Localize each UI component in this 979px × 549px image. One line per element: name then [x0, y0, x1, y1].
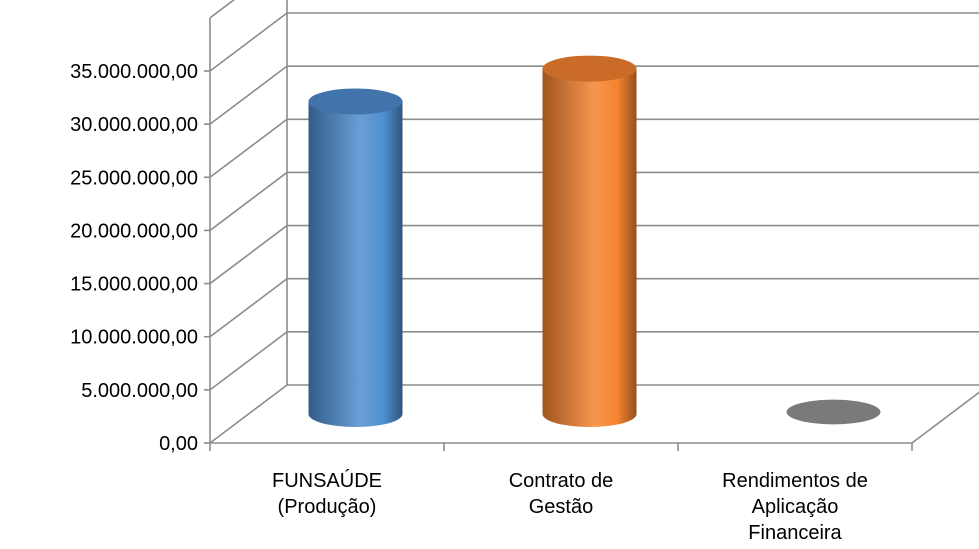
gridline-diagonal [209, 171, 288, 232]
x-category-label: FUNSAÚDE (Produção) [272, 469, 382, 518]
gridline-diagonal [209, 331, 288, 391]
bar-top [542, 55, 637, 82]
x-category-label: Contrato de Gestão [509, 470, 614, 518]
bars [308, 55, 881, 428]
y-tick-label: 15.000.000,00 [70, 274, 198, 296]
axes [204, 17, 913, 451]
y-tick-label: 30.000.000,00 [70, 114, 198, 136]
x-category-label: Rendimentos de Aplicação Financeira [722, 470, 868, 544]
bar-top [308, 88, 403, 115]
y-axis-tick-labels: 0,00 5.000.000,00 10.000.000,00 15.000.000,… [70, 61, 198, 455]
gridline-diagonal [209, 278, 288, 338]
bar-body [542, 68, 637, 428]
bar [786, 399, 881, 425]
bar [542, 55, 637, 428]
bar-body [308, 101, 403, 428]
y-tick-label: 0,00 [159, 433, 198, 455]
bar [308, 88, 403, 428]
gridline-diagonal [209, 0, 236, 19]
y-tick-label: 20.000.000,00 [70, 220, 198, 242]
y-tick-label: 35.000.000,00 [70, 61, 198, 83]
y-tick-label: 5.000.000,00 [81, 380, 198, 402]
gridline-diagonal [209, 118, 288, 178]
bar-top [786, 399, 881, 425]
x-axis-category-labels: FUNSAÚDE (Produção) Contrato de Gestão Rendi… [272, 469, 868, 544]
gridline-diagonal [209, 384, 288, 444]
gridline-diagonal [209, 65, 288, 125]
y-tick-label: 25.000.000,00 [70, 167, 198, 189]
gridline-diagonal [209, 224, 288, 285]
gridline-diagonal [209, 12, 288, 72]
y-tick-label: 10.000.000,00 [70, 327, 198, 349]
floor-right-edge [911, 391, 979, 444]
